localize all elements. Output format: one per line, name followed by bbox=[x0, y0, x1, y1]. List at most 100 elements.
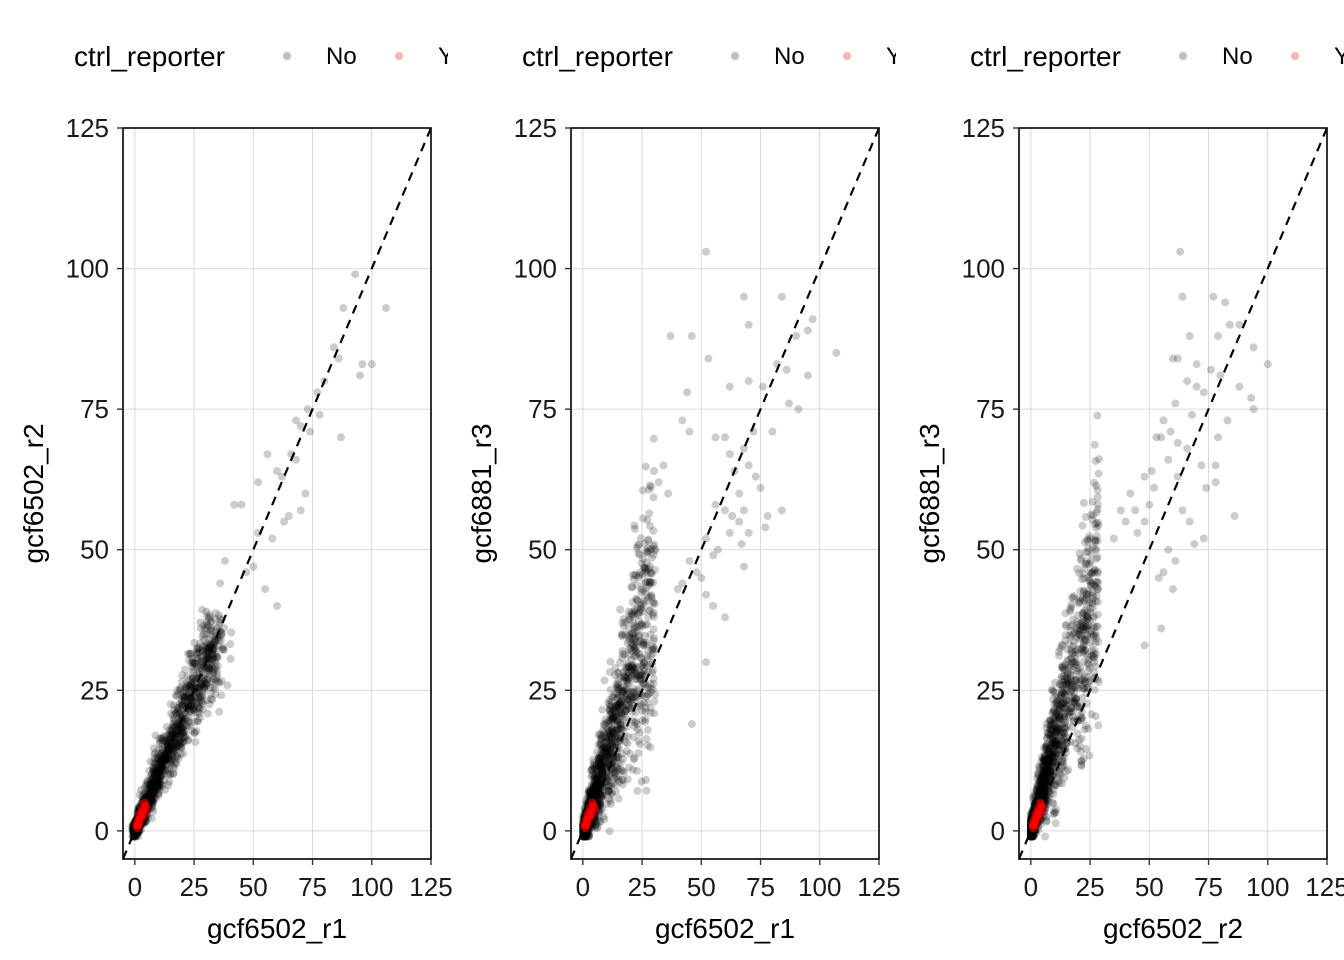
point-no bbox=[1050, 781, 1059, 790]
point-no bbox=[1046, 755, 1055, 764]
point-no bbox=[635, 649, 644, 658]
point-no bbox=[628, 662, 637, 671]
point-no bbox=[641, 703, 650, 712]
point-no bbox=[1061, 716, 1070, 725]
point-no bbox=[632, 668, 641, 677]
point-no bbox=[1068, 615, 1077, 624]
point-no bbox=[1028, 831, 1037, 840]
point-no bbox=[612, 680, 621, 689]
y-tick-label: 25 bbox=[976, 675, 1005, 705]
point-no bbox=[641, 567, 650, 576]
point-no bbox=[620, 650, 629, 659]
point-no bbox=[1080, 725, 1089, 734]
point-no bbox=[622, 673, 631, 682]
point-no bbox=[603, 746, 612, 755]
point-no bbox=[649, 674, 658, 683]
point-no bbox=[214, 621, 223, 630]
point-no bbox=[588, 784, 597, 793]
point-no bbox=[1052, 728, 1061, 737]
point-no bbox=[194, 684, 203, 693]
point-no bbox=[1062, 696, 1071, 705]
point-no bbox=[1086, 604, 1095, 613]
point-no bbox=[630, 643, 639, 652]
point-no bbox=[1154, 573, 1163, 582]
point-no bbox=[1057, 688, 1066, 697]
point-no bbox=[211, 690, 220, 699]
point-no bbox=[1044, 746, 1053, 755]
point-no bbox=[185, 722, 194, 731]
point-no bbox=[1040, 768, 1049, 777]
point-no bbox=[1093, 598, 1102, 607]
point-no bbox=[618, 689, 627, 698]
point-no bbox=[220, 645, 229, 654]
point-no bbox=[608, 693, 617, 702]
point-no bbox=[198, 691, 207, 700]
point-no bbox=[1094, 585, 1103, 594]
point-no bbox=[1038, 779, 1047, 788]
point-no bbox=[1041, 768, 1050, 777]
point-no bbox=[212, 666, 221, 675]
point-no bbox=[1076, 554, 1085, 563]
point-no bbox=[151, 783, 160, 792]
x-axis-title: gcf6502_r2 bbox=[1103, 913, 1243, 944]
point-no bbox=[1036, 786, 1045, 795]
point-no bbox=[588, 784, 597, 793]
point-no bbox=[1070, 683, 1079, 692]
point-no bbox=[624, 624, 633, 633]
point-no bbox=[1044, 763, 1053, 772]
point-no bbox=[1173, 438, 1182, 447]
point-no bbox=[617, 698, 626, 707]
point-no bbox=[589, 789, 598, 798]
point-no bbox=[1085, 577, 1094, 586]
point-no bbox=[1034, 771, 1043, 780]
point-no bbox=[217, 691, 226, 700]
point-no bbox=[628, 662, 637, 671]
point-no bbox=[639, 671, 648, 680]
point-no bbox=[1071, 647, 1080, 656]
point-no bbox=[636, 600, 645, 609]
point-no bbox=[687, 332, 696, 341]
point-no bbox=[1041, 766, 1050, 775]
point-no bbox=[1058, 737, 1067, 746]
point-no bbox=[618, 647, 627, 656]
point-no bbox=[207, 663, 216, 672]
point-no bbox=[284, 511, 293, 520]
point-no bbox=[621, 663, 630, 672]
point-no bbox=[1067, 632, 1076, 641]
point-no bbox=[148, 796, 157, 805]
point-no bbox=[190, 703, 199, 712]
point-no bbox=[1041, 756, 1050, 765]
point-no bbox=[629, 663, 638, 672]
point-no bbox=[1074, 735, 1083, 744]
point-no bbox=[581, 830, 590, 839]
point-no bbox=[1046, 767, 1055, 776]
point-no bbox=[1089, 511, 1098, 520]
point-no bbox=[173, 742, 182, 751]
point-no bbox=[1037, 769, 1046, 778]
point-no bbox=[1057, 686, 1066, 695]
point-no bbox=[598, 791, 607, 800]
point-no bbox=[204, 663, 213, 672]
point-no bbox=[151, 748, 160, 757]
point-no bbox=[610, 707, 619, 716]
point-no bbox=[1052, 714, 1061, 723]
point-no bbox=[1058, 779, 1067, 788]
point-no bbox=[1043, 733, 1052, 742]
point-no bbox=[598, 770, 607, 779]
point-no bbox=[618, 618, 627, 627]
point-no bbox=[646, 592, 655, 601]
point-no bbox=[1052, 749, 1061, 758]
point-no bbox=[605, 794, 614, 803]
point-no bbox=[1027, 831, 1036, 840]
point-no bbox=[629, 755, 638, 764]
y-tick-label: 50 bbox=[80, 535, 109, 565]
point-no bbox=[593, 816, 602, 825]
point-no bbox=[179, 723, 188, 732]
point-no bbox=[627, 629, 636, 638]
point-no bbox=[638, 640, 647, 649]
point-no bbox=[1214, 332, 1223, 341]
point-no bbox=[155, 774, 164, 783]
point-no bbox=[1185, 517, 1194, 526]
point-no bbox=[197, 656, 206, 665]
